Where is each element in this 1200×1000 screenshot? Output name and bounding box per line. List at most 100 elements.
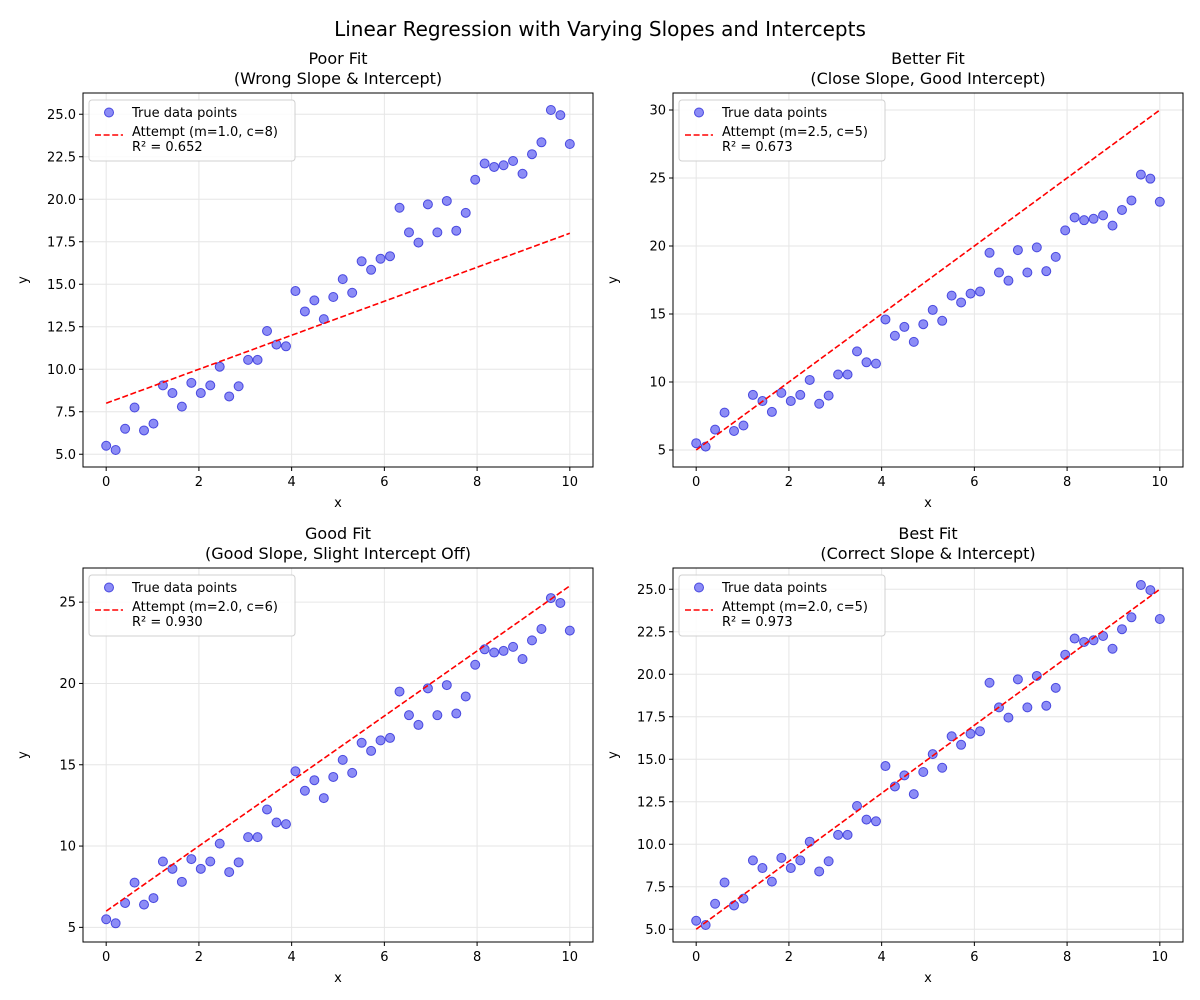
data-point <box>101 440 112 451</box>
legend: True data points Attempt (m=2.0, c=5)R² =… <box>678 574 886 637</box>
data-point <box>1050 682 1061 693</box>
data-point <box>908 789 919 800</box>
y-axis-label: y <box>606 751 621 759</box>
legend-label-fit: Attempt (m=2.5, c=5) <box>722 125 868 140</box>
data-point <box>517 168 528 179</box>
legend-marker-points <box>694 582 704 593</box>
y-tick-label: 7.5 <box>55 405 76 420</box>
data-point <box>252 832 263 843</box>
data-point <box>766 876 777 887</box>
subplot-2: 0 2 4 6 8 10 5 10 15 20 25 30 x y Better Fit(Close Slo… <box>606 49 1184 511</box>
data-point <box>946 290 957 301</box>
axes-frame <box>672 92 1184 468</box>
data-point <box>205 856 216 867</box>
fit-line <box>695 588 1161 930</box>
data-point <box>1041 700 1052 711</box>
legend-label-fit: R² = 0.673 <box>722 140 793 155</box>
data-point <box>243 832 254 843</box>
legend-marker-points <box>694 107 704 118</box>
data-point <box>776 852 787 863</box>
data-point <box>328 292 339 302</box>
data-point <box>984 247 995 258</box>
data-point <box>536 137 547 148</box>
data-point <box>526 635 537 646</box>
data-point <box>814 866 825 877</box>
data-point <box>861 814 872 825</box>
y-tick-label: 10.0 <box>637 838 666 853</box>
legend: True data points Attempt (m=2.0, c=6)R² =… <box>88 574 296 637</box>
y-tick-label: 15.0 <box>637 753 666 768</box>
data-point <box>347 767 358 778</box>
data-point <box>479 158 490 169</box>
data-point <box>776 387 787 398</box>
data-point <box>176 401 187 412</box>
legend-label-fit: Attempt (m=1.0, c=8) <box>132 125 278 140</box>
data-point <box>833 829 844 840</box>
data-point <box>1107 643 1118 654</box>
data-point <box>460 691 471 702</box>
data-point <box>498 645 509 656</box>
x-tick-label: 6 <box>970 950 978 965</box>
data-point <box>328 771 339 782</box>
data-point <box>375 735 386 746</box>
y-tick-label: 20.0 <box>637 668 666 683</box>
data-point <box>451 225 462 236</box>
x-tick-label: 10 <box>1152 475 1169 490</box>
legend-label-points: True data points <box>131 106 237 121</box>
data-point <box>823 390 834 401</box>
subplot-title-line: (Correct Slope & Intercept) <box>820 544 1035 563</box>
data-point <box>1031 242 1042 253</box>
data-point <box>738 893 749 904</box>
data-point <box>129 402 140 413</box>
y-tick-label: 30 <box>649 104 666 119</box>
legend-label-fit: Attempt (m=2.0, c=5) <box>722 600 868 615</box>
data-point <box>1135 169 1146 180</box>
data-point <box>1107 220 1118 231</box>
y-tick-label: 15 <box>59 758 76 773</box>
data-point <box>1088 635 1099 646</box>
data-point <box>927 749 938 760</box>
data-point <box>880 314 891 325</box>
data-point <box>956 739 967 750</box>
data-point <box>729 425 740 436</box>
x-tick-label: 0 <box>692 475 700 490</box>
data-point <box>337 754 348 765</box>
subplot-title-line: (Close Slope, Good Intercept) <box>810 69 1045 88</box>
data-point <box>536 623 547 634</box>
x-axis-label: x <box>334 971 342 986</box>
data-point <box>299 306 310 317</box>
data-point <box>479 644 490 655</box>
data-point <box>1126 612 1137 623</box>
data-point <box>899 770 910 781</box>
x-tick-label: 6 <box>380 475 388 490</box>
data-point <box>870 358 881 369</box>
data-point <box>441 195 452 206</box>
data-point <box>927 304 938 315</box>
data-point <box>385 732 396 743</box>
data-point <box>309 295 320 306</box>
x-tick-label: 6 <box>970 475 978 490</box>
y-tick-label: 20 <box>59 677 76 692</box>
data-point <box>993 267 1004 278</box>
y-tick-label: 22.5 <box>47 150 76 165</box>
data-point <box>167 388 178 399</box>
data-point <box>290 286 301 297</box>
data-point <box>451 708 462 719</box>
data-point <box>747 389 758 400</box>
data-point <box>422 199 433 210</box>
data-point <box>385 251 396 262</box>
x-tick-label: 8 <box>473 475 481 490</box>
data-point <box>526 149 537 160</box>
data-point <box>280 341 291 352</box>
data-point <box>1145 585 1156 596</box>
data-point <box>157 380 168 391</box>
data-point <box>1012 245 1023 256</box>
y-tick-label: 15.0 <box>47 278 76 293</box>
data-point <box>937 315 948 326</box>
x-axis-label: x <box>924 496 932 511</box>
x-axis-label: x <box>334 496 342 511</box>
data-point <box>564 625 575 636</box>
data-point <box>833 369 844 380</box>
y-tick-label: 10.0 <box>47 363 76 378</box>
x-tick-label: 2 <box>195 475 203 490</box>
